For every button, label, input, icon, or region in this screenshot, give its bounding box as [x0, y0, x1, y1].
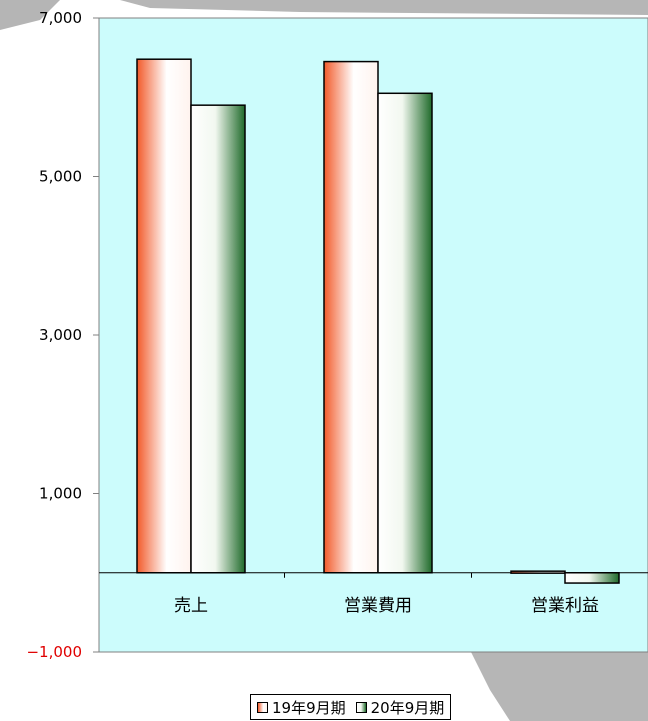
legend-swatch-series-1 — [257, 701, 268, 713]
bar-1-1 — [136, 58, 192, 574]
category-label: 営業費用 — [344, 596, 412, 616]
bar-1-3 — [510, 570, 566, 574]
bar-2-2 — [377, 92, 433, 574]
y-tick-label: −1,000 — [26, 643, 82, 661]
legend-swatch-series-2 — [355, 701, 367, 713]
y-tick-label: 5,000 — [39, 168, 82, 186]
bar-2-3 — [564, 572, 620, 584]
legend: 19年9月期 20年9月期 — [250, 694, 452, 720]
y-tick-label: 3,000 — [39, 326, 82, 344]
category-label: 営業利益 — [531, 596, 599, 616]
bars — [136, 58, 620, 584]
y-tick-label: 7,000 — [39, 9, 82, 27]
legend-label-series-2: 20年9月期 — [370, 698, 445, 717]
y-tick-label: 1,000 — [39, 485, 82, 503]
legend-item-series-2: 20年9月期 — [355, 697, 445, 718]
bar-2-1 — [190, 104, 246, 574]
y-axis-ticks: 7,000 5,000 3,000 1,000 −1,000 — [26, 9, 99, 661]
bar-1-2 — [323, 60, 379, 574]
legend-label-series-1: 19年9月期 — [272, 698, 346, 717]
category-label: 売上 — [174, 596, 208, 616]
legend-item-series-1: 19年9月期 — [257, 697, 346, 718]
x-axis-labels: 売上 営業費用 営業利益 — [174, 572, 599, 616]
